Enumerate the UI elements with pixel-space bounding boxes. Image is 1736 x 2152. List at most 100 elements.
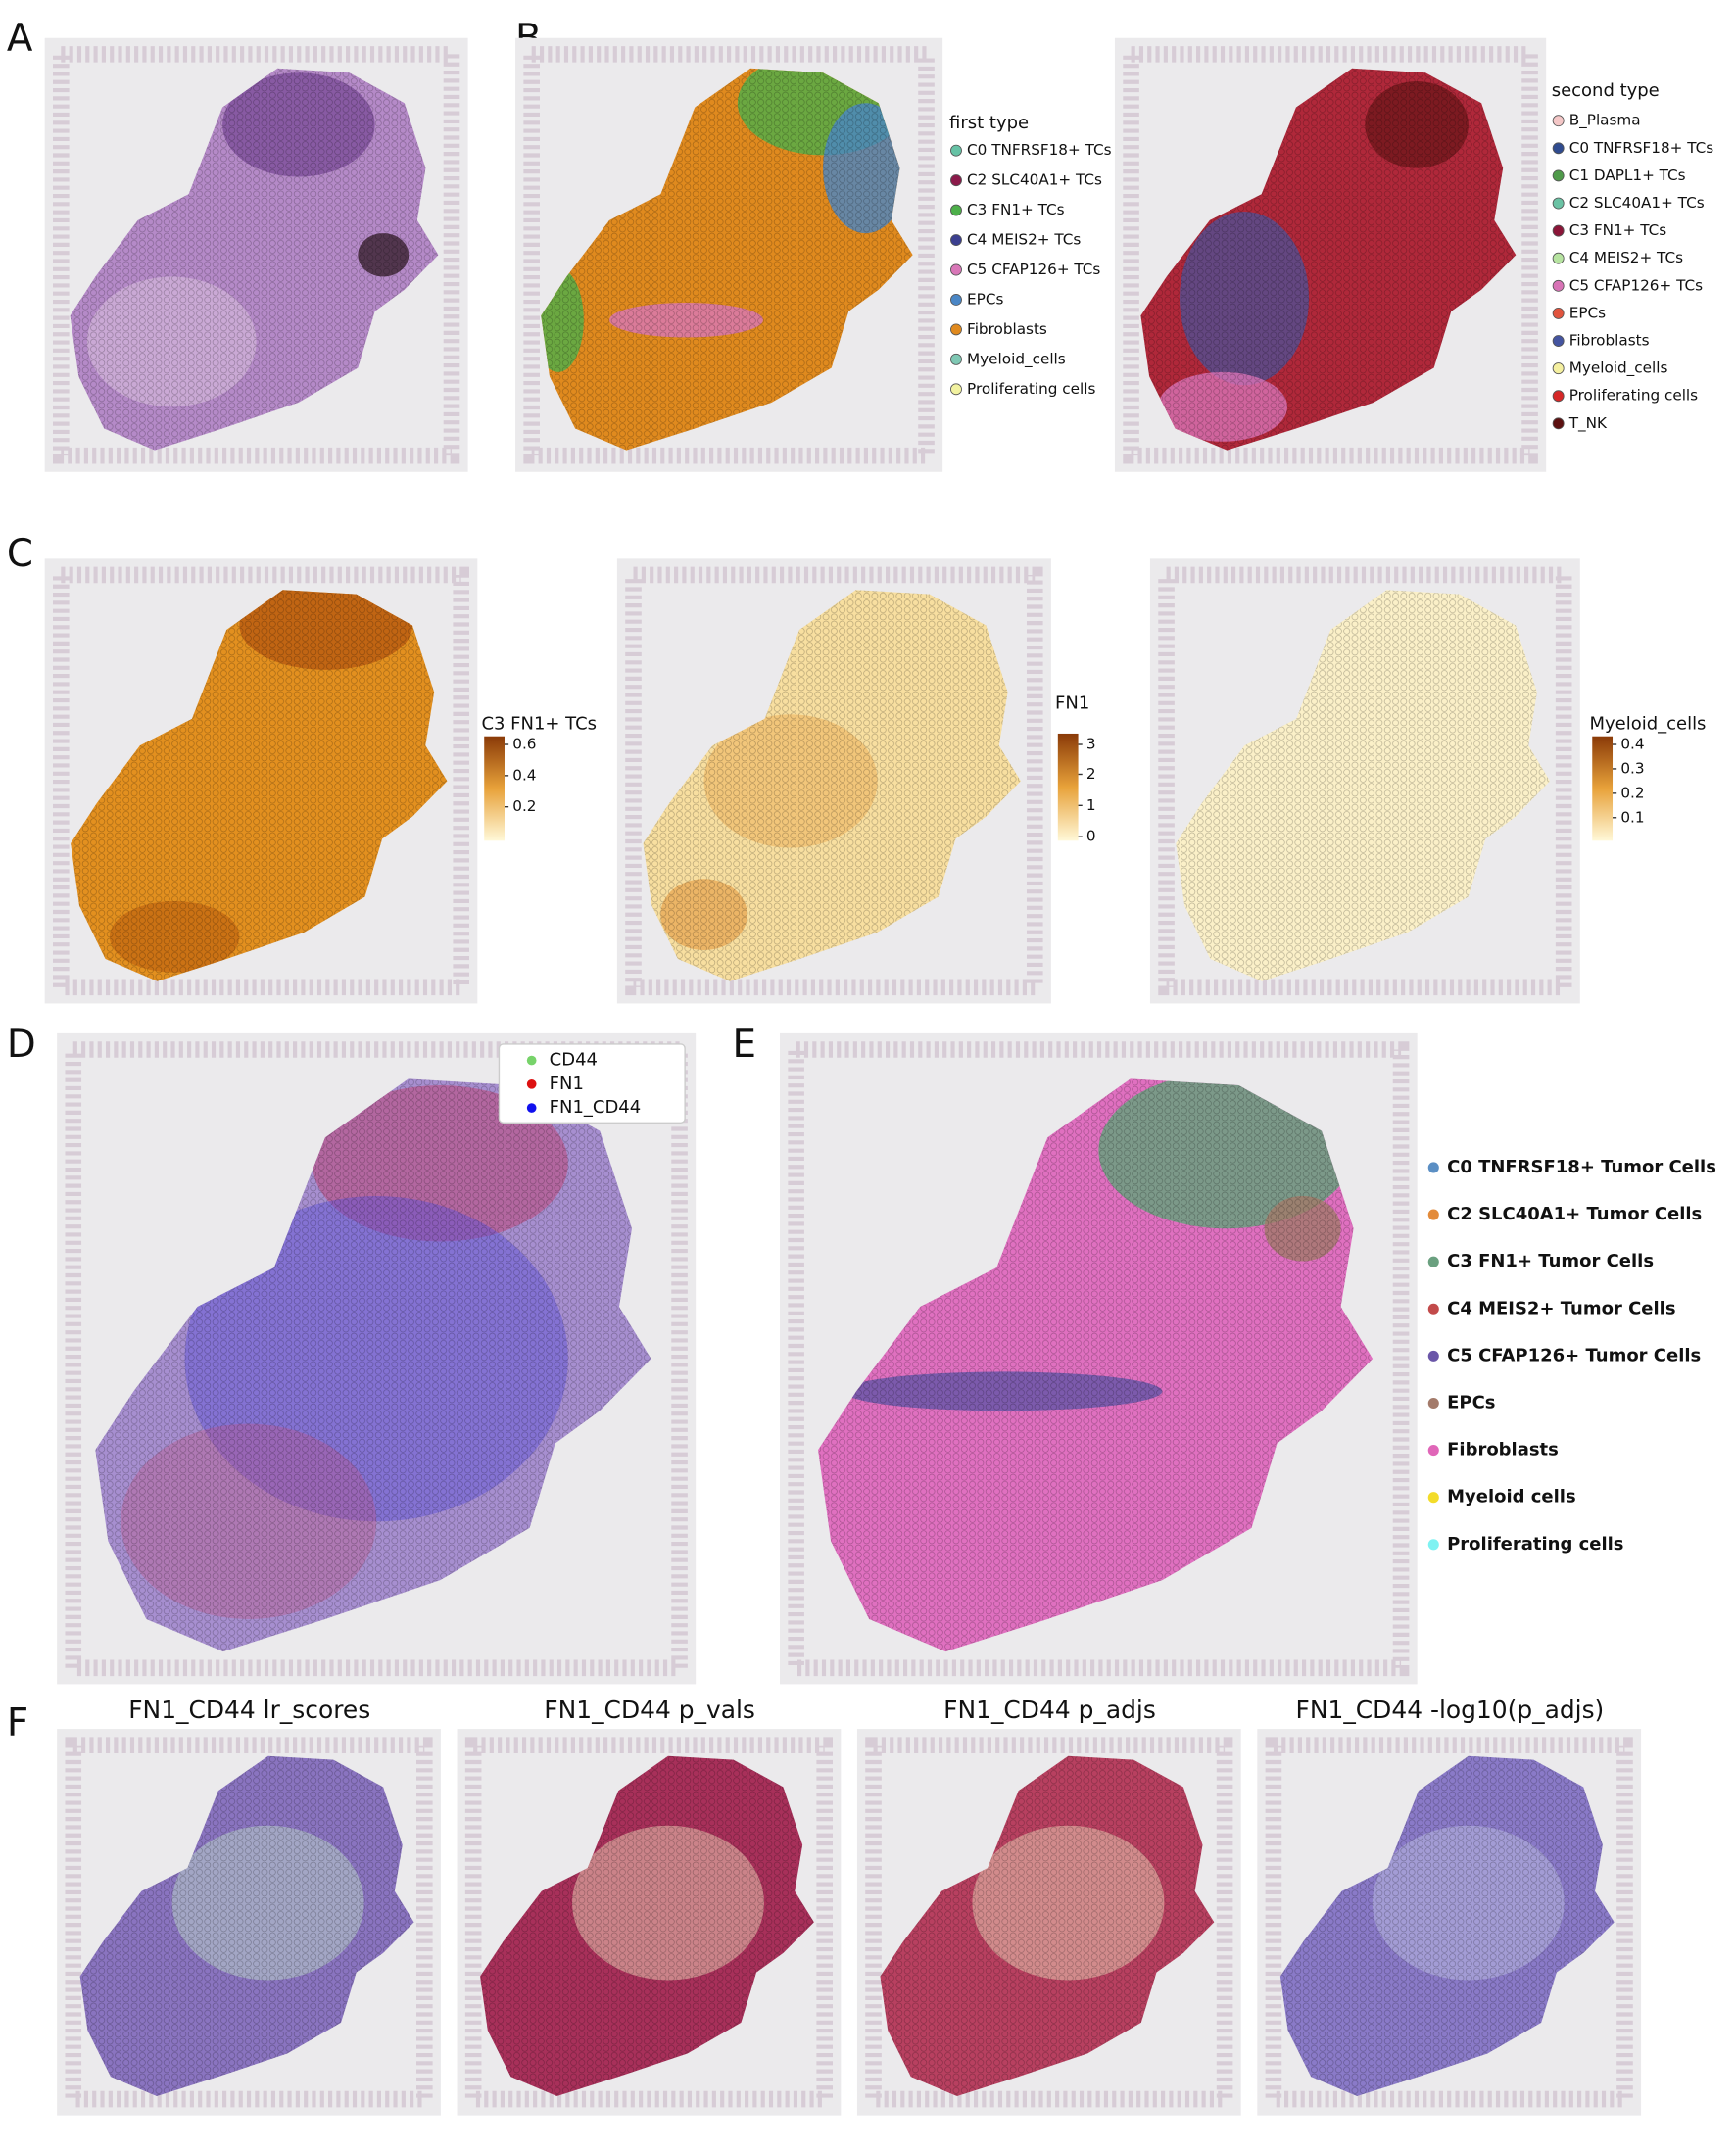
legend-label: EPCs bbox=[1447, 1392, 1495, 1412]
legend-marker bbox=[950, 323, 962, 336]
colorbar-tick-label: 0.4 bbox=[1620, 736, 1644, 753]
spot-grid bbox=[70, 68, 439, 451]
colorbar-tick-label: 0 bbox=[1086, 828, 1096, 845]
subplot-title: FN1_CD44 p_vals bbox=[544, 1696, 755, 1724]
colorbar bbox=[1592, 736, 1614, 841]
legend-label: Fibroblasts bbox=[1447, 1440, 1559, 1460]
legend-label: C5 CFAP126+ TCs bbox=[1569, 276, 1703, 294]
legend-marker bbox=[1427, 1397, 1439, 1410]
legend-label: EPCs bbox=[1569, 304, 1606, 321]
legend-label: C5 CFAP126+ TCs bbox=[967, 261, 1100, 278]
colorbar-tick-label: 0.6 bbox=[512, 736, 536, 753]
panel-label: A bbox=[7, 17, 33, 61]
legend-marker bbox=[1552, 279, 1565, 292]
colorbar-tick-label: 0.1 bbox=[1620, 808, 1644, 826]
legend-marker bbox=[950, 234, 962, 246]
legend-label: C5 CFAP126+ Tumor Cells bbox=[1447, 1345, 1701, 1365]
colorbar-tick-label: 0.2 bbox=[512, 797, 536, 815]
legend-label: T_NK bbox=[1568, 414, 1608, 433]
spot-grid bbox=[643, 590, 1021, 981]
legend-marker bbox=[1427, 1303, 1439, 1315]
legend-marker bbox=[1552, 142, 1565, 155]
legend-label: C1 DAPL1+ TCs bbox=[1569, 167, 1686, 184]
spot-grid bbox=[1140, 68, 1517, 451]
fiducial-frame bbox=[65, 1737, 433, 2108]
legend-label: C2 SLC40A1+ TCs bbox=[967, 171, 1102, 189]
colorbar-tick-label: 1 bbox=[1086, 796, 1096, 814]
legend-label: C0 TNFRSF18+ TCs bbox=[967, 141, 1112, 159]
colorbar bbox=[484, 736, 505, 841]
spot-grid bbox=[818, 1078, 1374, 1652]
legend-marker bbox=[1427, 1350, 1439, 1362]
legend-label: Proliferating cells bbox=[1447, 1534, 1623, 1554]
legend-marker bbox=[1552, 362, 1565, 375]
spot-grid bbox=[541, 68, 913, 451]
legend-marker bbox=[950, 353, 962, 365]
legend-marker bbox=[1552, 335, 1565, 347]
legend-marker bbox=[1552, 252, 1565, 264]
legend-label: C4 MEIS2+ TCs bbox=[1569, 249, 1683, 266]
legend-label: Myeloid_cells bbox=[1569, 359, 1668, 378]
legend-marker bbox=[1552, 197, 1565, 210]
legend-marker bbox=[526, 1103, 537, 1113]
fiducial-frame bbox=[788, 1041, 1410, 1677]
spot-grid bbox=[880, 1755, 1215, 2096]
legend-marker bbox=[1427, 1162, 1439, 1173]
subplot-title: FN1_CD44 p_adjs bbox=[943, 1696, 1156, 1724]
legend-label: B_Plasma bbox=[1569, 112, 1641, 130]
legend-marker bbox=[1427, 1539, 1439, 1551]
legend-marker bbox=[1552, 390, 1565, 403]
colorbar-tick-label: 3 bbox=[1086, 736, 1096, 753]
legend-box bbox=[498, 1043, 686, 1124]
legend-marker bbox=[950, 293, 962, 306]
legend-label: Fibroblasts bbox=[1569, 332, 1650, 350]
colorbar-tick-label: 0.3 bbox=[1620, 759, 1644, 777]
legend-label: C0 TNFRSF18+ Tumor Cells bbox=[1447, 1157, 1716, 1177]
legend-marker bbox=[1552, 115, 1565, 127]
legend-label: C2 SLC40A1+ Tumor Cells bbox=[1447, 1204, 1702, 1224]
legend-label: C3 FN1+ TCs bbox=[1569, 221, 1667, 239]
legend-title: second type bbox=[1552, 80, 1660, 101]
legend-label: C4 MEIS2+ TCs bbox=[967, 231, 1081, 249]
legend-title: first type bbox=[949, 113, 1029, 133]
panel-label: D bbox=[7, 1023, 36, 1067]
legend-marker bbox=[1427, 1209, 1439, 1220]
fiducial-frame bbox=[865, 1737, 1233, 2108]
legend-label: FN1_CD44 bbox=[550, 1097, 642, 1118]
legend-marker bbox=[1552, 307, 1565, 319]
legend-label: C2 SLC40A1+ TCs bbox=[1569, 194, 1705, 212]
legend-marker bbox=[950, 383, 962, 396]
fiducial-frame bbox=[1158, 566, 1572, 996]
legend-label: EPCs bbox=[967, 290, 1003, 308]
panel-label: E bbox=[733, 1023, 756, 1067]
spot-grid bbox=[1176, 590, 1551, 981]
legend-marker bbox=[1552, 224, 1565, 237]
legend-label: CD44 bbox=[550, 1050, 598, 1071]
colorbar-tick-label: 2 bbox=[1086, 765, 1096, 783]
legend-label: Fibroblasts bbox=[967, 320, 1047, 338]
spot-grid bbox=[95, 1078, 651, 1652]
spot-grid bbox=[79, 1755, 414, 2096]
legend-marker bbox=[526, 1078, 537, 1089]
colorbar-title: C3 FN1+ TCs bbox=[481, 713, 597, 734]
legend-marker bbox=[950, 174, 962, 187]
legend-label: Proliferating cells bbox=[967, 380, 1095, 398]
colorbar-title: Myeloid_cells bbox=[1589, 713, 1706, 734]
spot-grid bbox=[1279, 1755, 1615, 2096]
legend-label: FN1 bbox=[550, 1074, 584, 1094]
legend-marker bbox=[950, 263, 962, 276]
panel-label: F bbox=[7, 1700, 28, 1745]
legend-label: C4 MEIS2+ Tumor Cells bbox=[1447, 1298, 1675, 1318]
legend-marker bbox=[1552, 417, 1565, 430]
colorbar-tick-label: 0.4 bbox=[512, 766, 536, 784]
panel-label: C bbox=[7, 532, 33, 576]
spot-grid bbox=[480, 1755, 814, 2096]
fiducial-frame bbox=[52, 46, 460, 464]
fiducial-frame bbox=[464, 1737, 834, 2108]
legend-marker bbox=[526, 1055, 537, 1066]
fiducial-frame bbox=[65, 1041, 688, 1677]
legend-label: Myeloid_cells bbox=[967, 350, 1066, 368]
fiducial-frame bbox=[1265, 1737, 1633, 2108]
fiducial-frame bbox=[523, 46, 935, 464]
